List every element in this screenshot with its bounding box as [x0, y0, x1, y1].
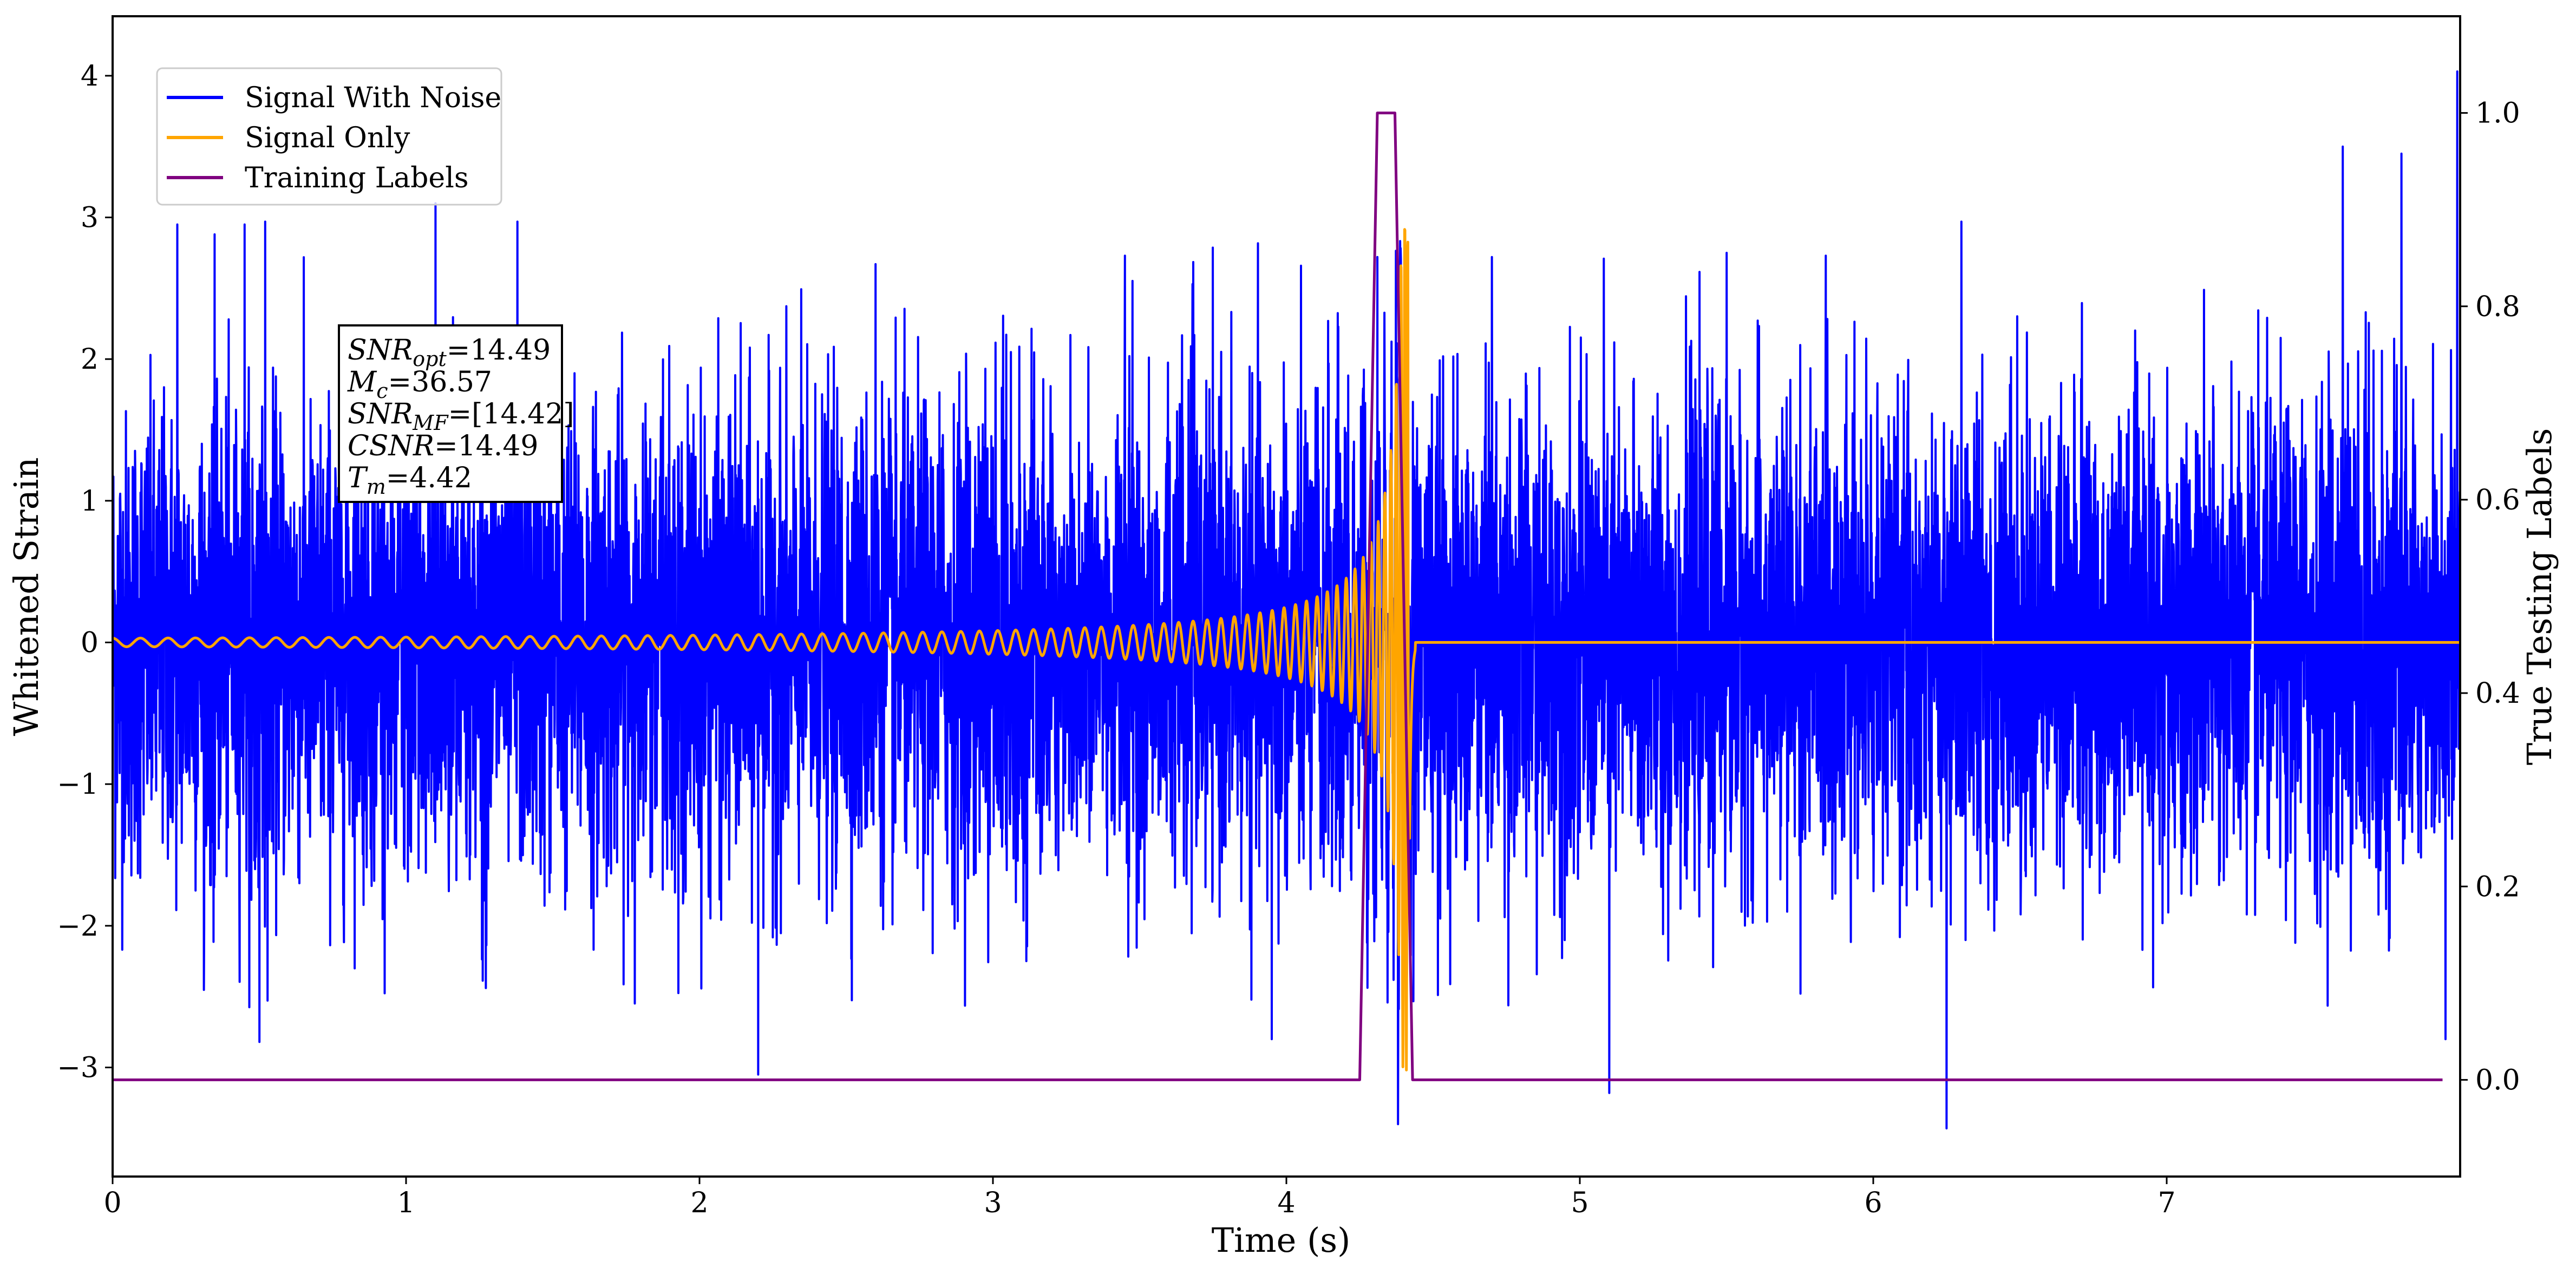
y2-tick-label: 0.2: [2475, 871, 2520, 903]
y2-tick-label: 0.0: [2475, 1064, 2520, 1096]
y2-axis-label: True Testing Labels: [2520, 428, 2559, 766]
x-tick-label: 2: [690, 1187, 708, 1219]
x-tick-label: 1: [397, 1187, 415, 1219]
x-tick-label: 7: [2157, 1187, 2175, 1219]
x-axis-label: Time (s): [1212, 1220, 1351, 1260]
x-tick-label: 0: [103, 1187, 121, 1219]
annotation-line: SNRopt=14.49: [348, 334, 551, 371]
x-tick-label: 5: [1571, 1187, 1588, 1219]
legend-box: [156, 67, 502, 206]
y2-tick-label: 0.6: [2475, 484, 2520, 517]
legend-entry: Signal With Noise: [245, 82, 501, 114]
y-tick-label: 1: [81, 485, 99, 518]
x-tick-label: 6: [1864, 1187, 1882, 1219]
y-tick-label: 4: [81, 60, 99, 93]
y-tick-label: −1: [57, 768, 99, 801]
legend-entry: Training Labels: [245, 162, 469, 194]
annotation-box: [338, 324, 563, 503]
annotation-line: Tm=4.42: [348, 462, 472, 499]
x-tick-label: 4: [1277, 1187, 1295, 1219]
series-line-signal-with-noise: [113, 70, 2460, 1129]
y-tick-label: 2: [81, 343, 99, 376]
annotation-line: Mc=36.57: [347, 366, 492, 403]
series-line-signal-only: [113, 228, 2460, 1072]
y2-tick-label: 1.0: [2475, 97, 2520, 130]
y2-tick-label: 0.8: [2475, 291, 2520, 323]
y-tick-label: 0: [81, 627, 99, 659]
y-tick-label: −2: [57, 910, 99, 943]
annotation-line: SNRMF=[14.42]: [348, 398, 574, 435]
y-axis-label: Whitened Strain: [6, 458, 46, 736]
legend-entry: Signal Only: [245, 122, 410, 154]
y-tick-label: 3: [81, 202, 99, 234]
x-tick-label: 3: [984, 1187, 1002, 1219]
y-tick-label: −3: [57, 1052, 99, 1084]
y2-tick-label: 0.4: [2475, 677, 2520, 710]
annotation-line: CSNR=14.49: [348, 430, 539, 462]
series-line-training-labels: [113, 112, 2443, 1081]
